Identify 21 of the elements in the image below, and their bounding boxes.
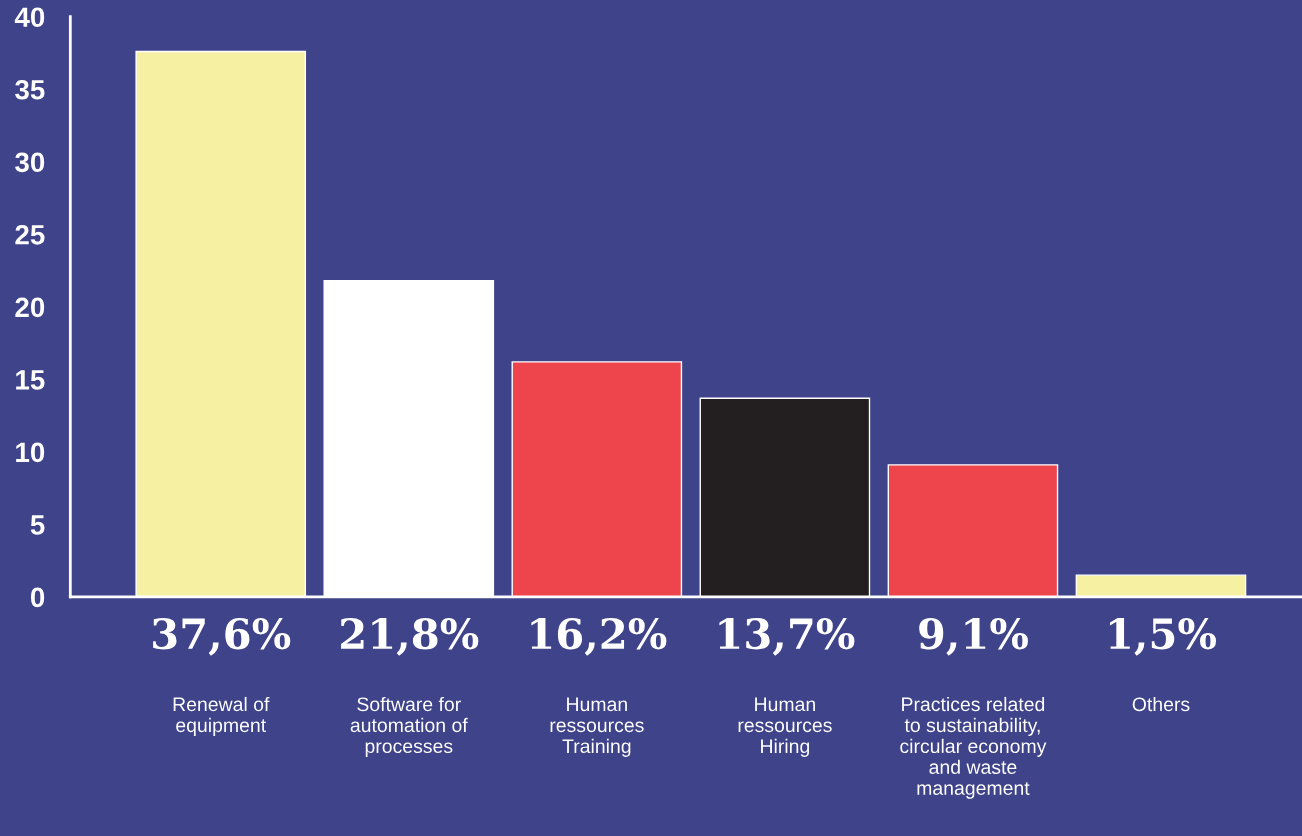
x-tick-label: Renewal of equipment [173,696,270,736]
y-tick-label: 5 [30,515,45,535]
x-tick-label: Practices related to sustainability, circular economy and waste management [900,696,1047,799]
data-label: 1,5% [1110,617,1216,656]
x-tick-label: Human ressources Hiring [738,697,832,757]
data-label: 16,2% [531,617,667,656]
data-label: 13,7% [719,617,855,656]
x-tick-label: Software for automation of processes [350,696,468,757]
y-tick-label: 15 [16,370,45,390]
y-tick-label: 25 [15,224,45,245]
y-tick-label: 10 [16,442,45,463]
x-tick-label: Others [1132,696,1190,712]
data-label: 9,1% [919,617,1028,656]
data-label: 21,8% [341,617,479,656]
y-tick-label: 0 [30,587,45,608]
y-tick-label: 35 [15,79,45,100]
data-label: 37,6% [153,617,291,656]
y-tick-label: 20 [15,297,45,318]
y-tick-label: 40 [14,7,45,28]
x-tick-label: Human ressources Training [550,697,644,757]
y-tick-label: 30 [15,152,45,173]
